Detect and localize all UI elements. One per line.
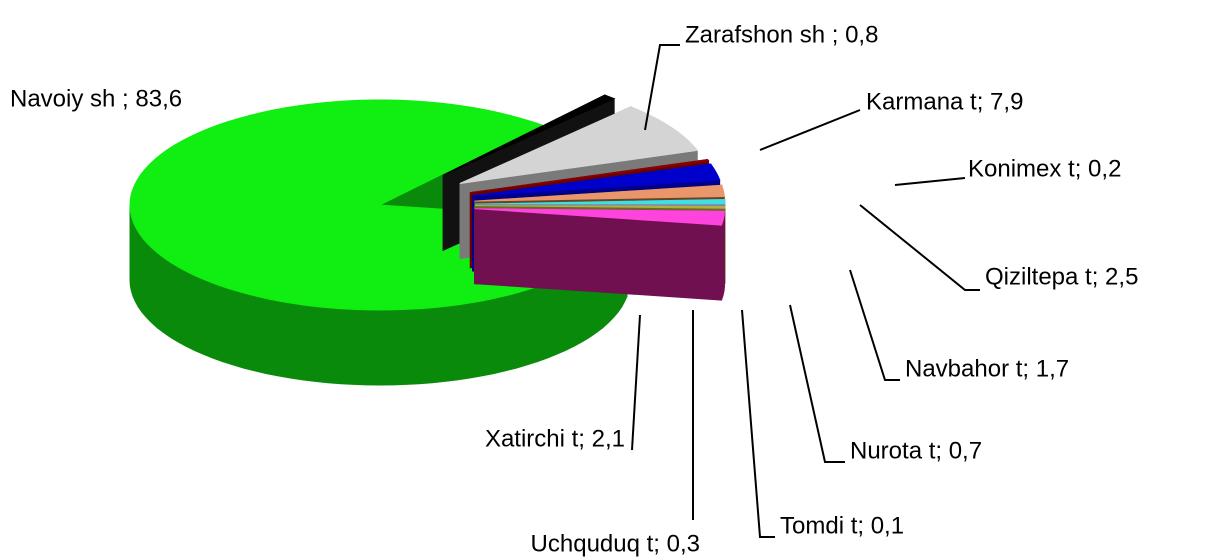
slice — [474, 198, 726, 205]
slice — [474, 205, 726, 209]
leader-line — [759, 109, 861, 151]
data-label: Uchquduq t; 0,3 — [531, 530, 700, 557]
data-label: Navbahor t; 1,7 — [905, 355, 1069, 382]
slice — [474, 208, 726, 226]
data-label: Zarafshon sh ; 0,8 — [685, 21, 878, 48]
leader-line — [849, 269, 900, 381]
data-label: Karmana t; 7,9 — [866, 88, 1023, 115]
leader-line — [644, 44, 680, 131]
slice — [472, 163, 721, 197]
leader-line — [859, 204, 980, 291]
slice — [474, 184, 725, 202]
data-label: Qiziltepa t; 2,5 — [985, 263, 1138, 290]
slice — [470, 158, 710, 194]
slice — [459, 106, 699, 184]
data-label: Navoiy sh ; 83,6 — [10, 85, 182, 112]
leader-line — [789, 304, 845, 463]
data-label: Xatirchi t; 2,1 — [485, 425, 625, 452]
data-label: Tomdi t; 0,1 — [780, 512, 904, 539]
data-label: Konimex t; 0,2 — [968, 155, 1121, 182]
leader-line — [894, 177, 966, 186]
leader-line — [631, 314, 641, 451]
slice — [442, 94, 616, 176]
leader-line — [741, 309, 775, 538]
data-label: Nurota t; 0,7 — [850, 437, 982, 464]
